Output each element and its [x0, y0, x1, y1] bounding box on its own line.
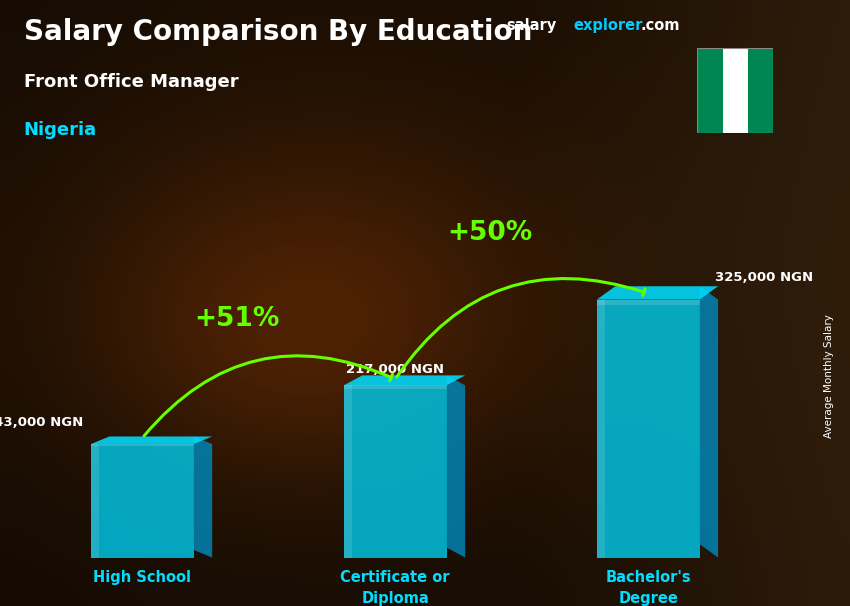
- Text: Front Office Manager: Front Office Manager: [24, 73, 238, 91]
- Text: +50%: +50%: [447, 220, 533, 246]
- Bar: [597, 299, 700, 305]
- Text: Bachelor's
Degree: Bachelor's Degree: [605, 570, 691, 605]
- Polygon shape: [194, 436, 212, 558]
- Text: Nigeria: Nigeria: [24, 121, 97, 139]
- Text: Salary Comparison By Education: Salary Comparison By Education: [24, 18, 532, 46]
- Polygon shape: [344, 375, 465, 385]
- Text: +51%: +51%: [195, 305, 280, 331]
- Text: 217,000 NGN: 217,000 NGN: [346, 363, 445, 376]
- Text: salary: salary: [506, 18, 556, 33]
- Bar: [91, 444, 194, 446]
- Bar: [697, 48, 722, 133]
- Bar: [91, 444, 99, 558]
- Polygon shape: [446, 375, 465, 558]
- Bar: [597, 299, 700, 558]
- Polygon shape: [700, 286, 718, 558]
- Text: Certificate or
Diploma: Certificate or Diploma: [341, 570, 450, 605]
- Bar: [344, 385, 352, 558]
- Polygon shape: [597, 286, 718, 299]
- Bar: [344, 385, 446, 558]
- Text: 143,000 NGN: 143,000 NGN: [0, 416, 83, 429]
- Text: Average Monthly Salary: Average Monthly Salary: [824, 314, 834, 438]
- Text: .com: .com: [640, 18, 680, 33]
- Bar: [722, 48, 748, 133]
- Text: 325,000 NGN: 325,000 NGN: [716, 271, 813, 284]
- Bar: [91, 444, 194, 558]
- Bar: [748, 48, 774, 133]
- Bar: [344, 385, 446, 389]
- Text: High School: High School: [94, 570, 191, 585]
- Text: explorer: explorer: [573, 18, 643, 33]
- Polygon shape: [91, 436, 212, 444]
- Bar: [597, 299, 605, 558]
